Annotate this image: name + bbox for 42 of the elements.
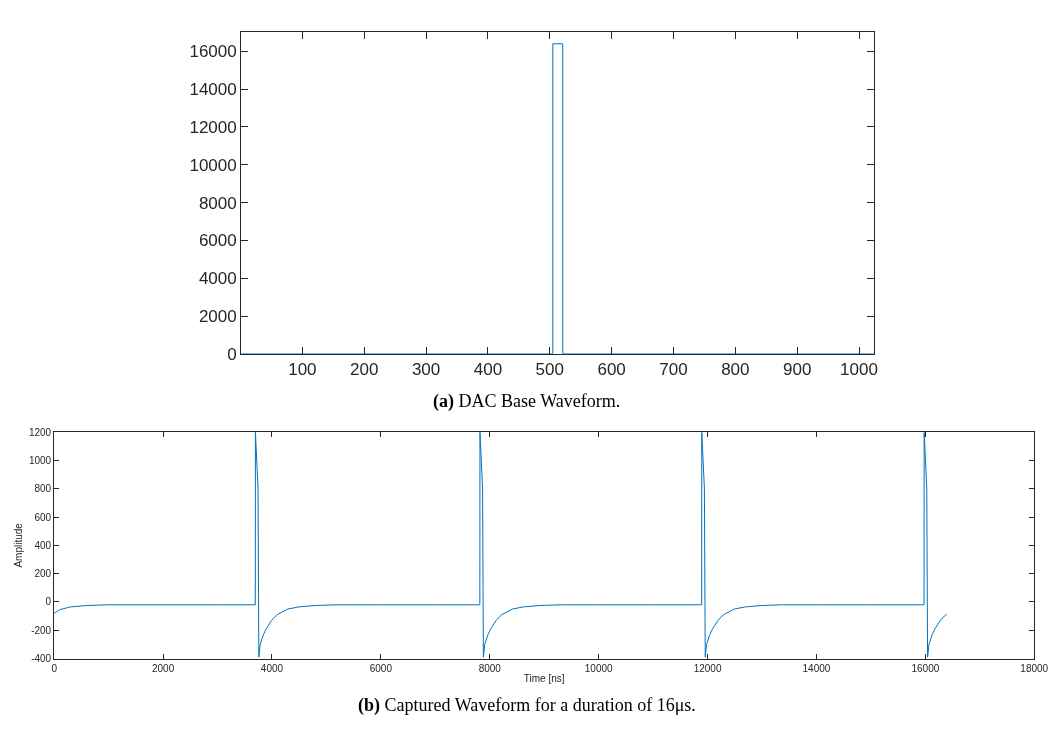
y-tick-label: 6000 [198,231,237,251]
y-tick-label: 600 [34,511,52,523]
x-tick-label: 1000 [840,360,878,380]
x-tick-label: 200 [350,360,379,380]
y-tick-label: 10000 [189,155,237,175]
y-tick-label: -400 [31,653,52,665]
x-axis-title: Time [ns] [523,673,565,685]
x-tick-label: 10000 [584,662,613,674]
x-tick-label: 700 [659,360,688,380]
y-tick-label: 0 [45,596,52,608]
x-tick-label: 12000 [693,662,722,674]
y-tick-label: 200 [34,568,52,580]
text: (b) Captured Waveform for a duration of 16μs. [358,695,696,716]
x-tick-label: 6000 [369,662,393,674]
y-tick-label: 400 [34,539,52,551]
y-tick-label: 2000 [198,306,237,326]
y-tick-label: 1200 [28,426,52,438]
x-tick-label: 600 [597,360,626,380]
y-tick-label: 800 [34,483,52,495]
x-tick-label: 16000 [911,662,940,674]
x-tick-label: 4000 [260,662,284,674]
y-tick-label: 8000 [198,193,237,213]
x-tick-label: 300 [411,360,441,380]
line-series [54,432,948,658]
text: (a) DAC Base Waveform. [433,391,621,412]
y-tick-label: 12000 [189,117,237,137]
x-tick-label: 2000 [151,662,175,674]
y-axis-title: Amplitude [12,522,24,568]
x-tick-label: 500 [535,360,564,380]
x-tick-label: 900 [782,360,812,380]
y-tick-label: 1000 [28,454,52,466]
x-tick-label: 14000 [802,662,831,674]
y-tick-label: 0 [227,344,237,364]
x-tick-label: 100 [288,360,317,380]
x-tick-label: 18000 [1020,662,1049,674]
y-tick-label: 4000 [198,269,237,289]
y-tick-label: 16000 [189,42,237,62]
y-tick-label: 14000 [189,80,237,100]
x-tick-label: 800 [721,360,750,380]
x-tick-label: 400 [473,360,503,380]
y-tick-label: -200 [31,624,52,636]
x-tick-label: 8000 [478,662,502,674]
